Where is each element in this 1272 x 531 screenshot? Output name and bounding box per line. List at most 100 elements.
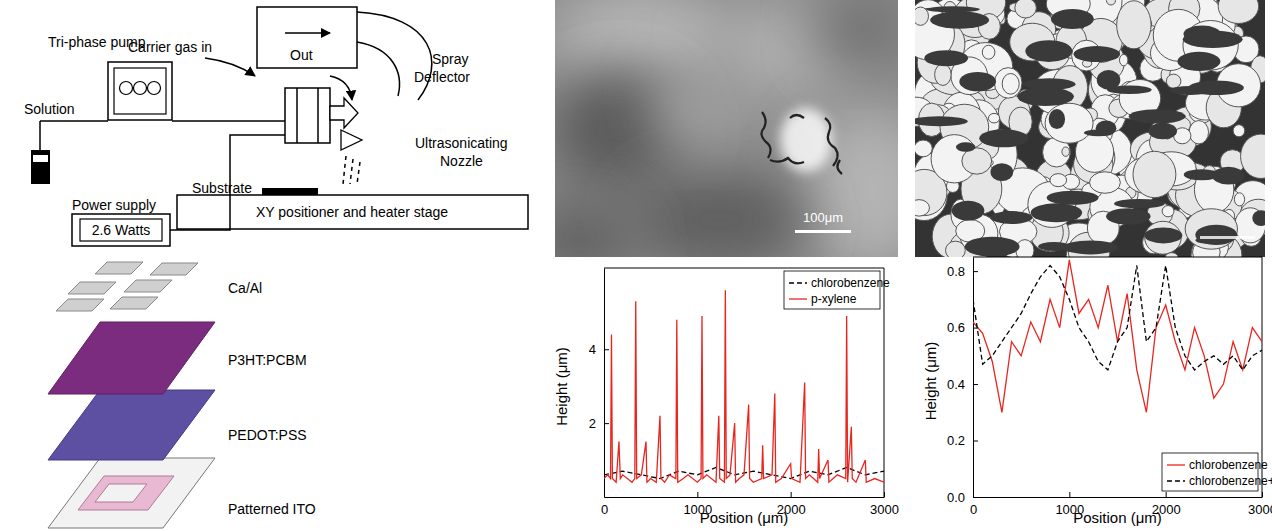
micrograph-ridge xyxy=(990,163,1013,181)
tick: 3000 xyxy=(1248,492,1272,517)
spray-drops xyxy=(343,156,346,184)
power-display xyxy=(80,219,162,241)
micrograph-ridge xyxy=(1252,210,1265,226)
micrograph xyxy=(898,0,1272,279)
micrograph-ridge xyxy=(990,211,1032,224)
deflector-label: Deflector xyxy=(414,69,470,85)
tick-mark xyxy=(1166,492,1167,497)
micrograph-ridge xyxy=(1183,31,1243,48)
tick-label: 4 xyxy=(589,342,596,357)
legend-label: chlorobenzene+ xyxy=(1189,474,1272,488)
micrograph-cell xyxy=(915,140,932,157)
feed-line xyxy=(172,120,285,122)
plot-area xyxy=(604,290,884,482)
x-axis-title: Position (μm) xyxy=(1073,509,1162,526)
legend: chlorobenzenep-xylene xyxy=(784,271,890,309)
micrograph-ridge xyxy=(915,116,968,126)
micrograph-ridge xyxy=(1031,203,1083,222)
stage-box xyxy=(177,195,528,229)
legend-swatch xyxy=(789,282,807,283)
y-axis-title: Height (μm) xyxy=(922,342,939,421)
micrograph-cell xyxy=(1218,0,1259,24)
ca-al-pad xyxy=(95,262,143,274)
pump-box xyxy=(108,62,172,120)
micrograph-spot xyxy=(780,108,832,172)
layer-label: P3HT:PCBM xyxy=(228,352,307,368)
micrograph-ridge xyxy=(926,6,980,12)
tick: 3000 xyxy=(870,492,899,517)
micrograph-cell xyxy=(1185,209,1237,249)
layer-label: Ca/Al xyxy=(228,280,262,296)
micrograph-cell xyxy=(1120,54,1128,65)
ito-layer xyxy=(48,458,215,528)
deflector-label: Spray xyxy=(432,51,469,67)
micrograph-ridge xyxy=(959,72,996,91)
series-line xyxy=(604,290,884,482)
pump-rotor xyxy=(134,82,147,95)
axis-line xyxy=(974,497,1263,498)
tick-label: 0.0 xyxy=(947,490,965,505)
feed-line xyxy=(39,121,41,150)
micrograph-cell xyxy=(1162,206,1174,217)
micrograph-image xyxy=(915,0,1265,257)
micrograph-ridge xyxy=(1106,208,1150,224)
tick-label: 0.8 xyxy=(947,264,965,279)
ca-al-pad xyxy=(150,263,198,275)
micrograph-image xyxy=(555,0,898,257)
ca-al-pad xyxy=(56,299,104,311)
deflector-curve xyxy=(357,12,432,100)
micrograph-ridge xyxy=(1096,121,1117,136)
micrograph-crack xyxy=(837,160,842,174)
micrograph-cell xyxy=(1090,172,1121,194)
micrograph-cell xyxy=(1165,253,1178,257)
micrograph-ridge xyxy=(1097,70,1121,90)
figure: OutCarrier gas inSprayDeflectorTri-phase… xyxy=(0,0,1272,531)
x-axis-title: Position (μm) xyxy=(700,509,789,526)
outlet-arrow xyxy=(285,32,330,34)
deflector-curve xyxy=(357,42,399,96)
tick-mark xyxy=(791,492,792,497)
micrograph-ridge xyxy=(1188,81,1244,96)
tick-mark xyxy=(884,492,885,497)
gas-box xyxy=(257,7,357,68)
micrograph-ridge xyxy=(1047,191,1099,205)
solution-bottle xyxy=(31,150,50,184)
micrograph-ridge xyxy=(930,11,989,28)
micrograph-cell xyxy=(1062,147,1070,156)
micrograph-cell xyxy=(1133,151,1176,197)
ca-al-pad xyxy=(110,297,158,309)
micrograph-ridge xyxy=(952,201,985,221)
tick: 0.0 xyxy=(947,490,978,505)
tick-label: 0.6 xyxy=(947,320,965,335)
tick-mark xyxy=(697,492,698,497)
layer-label: PEDOT:PSS xyxy=(228,427,307,443)
micrograph-cell xyxy=(994,68,1022,99)
plot-area xyxy=(973,260,1262,412)
micrograph-ridge xyxy=(965,237,1020,257)
micrograph-ridge xyxy=(1114,199,1165,209)
axis-line xyxy=(604,269,605,498)
micrograph-tone xyxy=(650,70,750,150)
tick: 0.8 xyxy=(947,264,978,279)
micrograph-ridge xyxy=(1017,87,1074,106)
micrograph-cell xyxy=(1189,121,1208,144)
tick: 0.4 xyxy=(947,377,978,392)
micrograph-cell xyxy=(915,200,929,216)
legend-swatch xyxy=(1167,464,1185,465)
spray-drops xyxy=(357,162,360,184)
pump-rotor xyxy=(120,82,133,95)
substrate xyxy=(262,188,318,195)
micrograph-cell xyxy=(946,241,966,257)
plot-frame xyxy=(884,268,885,497)
ca-al-pad xyxy=(124,280,172,292)
tick-mark xyxy=(1069,492,1070,497)
y-axis-title: Height (μm) xyxy=(553,347,570,426)
y-axis: 24 xyxy=(589,269,609,498)
micrograph-cell xyxy=(988,113,999,123)
tick-label: 3000 xyxy=(870,502,899,517)
substrate-label: Substrate xyxy=(192,180,252,196)
nozzle-detail xyxy=(317,88,319,143)
tick-mark xyxy=(973,384,978,385)
tick-mark xyxy=(604,423,609,424)
micrograph-ridge xyxy=(1144,227,1182,243)
